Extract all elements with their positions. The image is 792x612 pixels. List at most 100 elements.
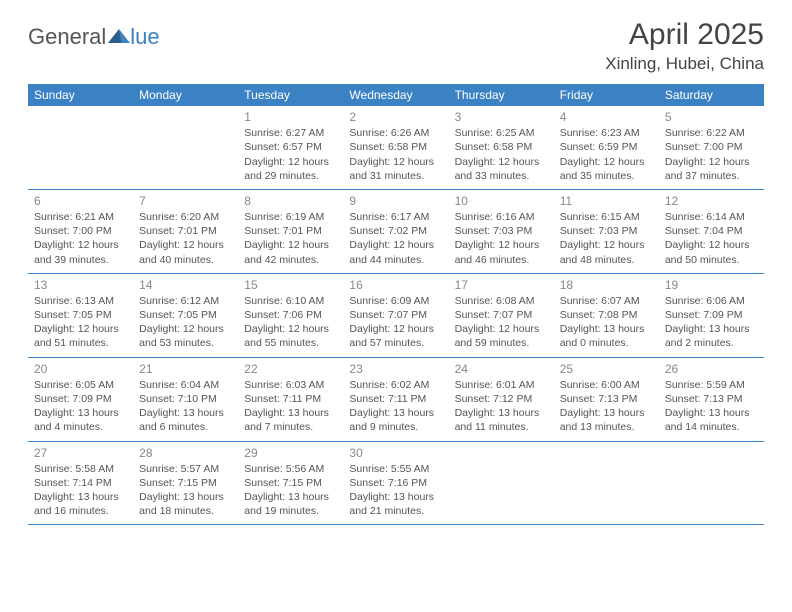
day-number: 11 — [560, 193, 653, 209]
day-cell-empty — [659, 442, 764, 525]
weekday-header: Tuesday — [238, 84, 343, 106]
calendar: SundayMondayTuesdayWednesdayThursdayFrid… — [28, 84, 764, 525]
sunrise-text: Sunrise: 6:23 AM — [560, 126, 653, 140]
weekday-header-row: SundayMondayTuesdayWednesdayThursdayFrid… — [28, 84, 764, 106]
sunset-text: Sunset: 7:06 PM — [244, 308, 337, 322]
day-cell: 16Sunrise: 6:09 AMSunset: 7:07 PMDayligh… — [343, 274, 448, 357]
day-number: 20 — [34, 361, 127, 377]
sunrise-text: Sunrise: 6:06 AM — [665, 294, 758, 308]
day-cell: 2Sunrise: 6:26 AMSunset: 6:58 PMDaylight… — [343, 106, 448, 189]
daylight-text: and 46 minutes. — [455, 253, 548, 267]
sunrise-text: Sunrise: 6:12 AM — [139, 294, 232, 308]
daylight-text: Daylight: 13 hours — [455, 406, 548, 420]
day-cell: 22Sunrise: 6:03 AMSunset: 7:11 PMDayligh… — [238, 358, 343, 441]
day-cell: 3Sunrise: 6:25 AMSunset: 6:58 PMDaylight… — [449, 106, 554, 189]
day-number: 29 — [244, 445, 337, 461]
sunrise-text: Sunrise: 6:07 AM — [560, 294, 653, 308]
day-number: 22 — [244, 361, 337, 377]
daylight-text: and 51 minutes. — [34, 336, 127, 350]
day-cell: 1Sunrise: 6:27 AMSunset: 6:57 PMDaylight… — [238, 106, 343, 189]
daylight-text: Daylight: 13 hours — [560, 322, 653, 336]
day-cell: 14Sunrise: 6:12 AMSunset: 7:05 PMDayligh… — [133, 274, 238, 357]
daylight-text: and 11 minutes. — [455, 420, 548, 434]
day-number: 28 — [139, 445, 232, 461]
daylight-text: and 55 minutes. — [244, 336, 337, 350]
day-cell: 6Sunrise: 6:21 AMSunset: 7:00 PMDaylight… — [28, 190, 133, 273]
day-number: 23 — [349, 361, 442, 377]
sunset-text: Sunset: 7:02 PM — [349, 224, 442, 238]
daylight-text: Daylight: 12 hours — [349, 322, 442, 336]
day-cell: 12Sunrise: 6:14 AMSunset: 7:04 PMDayligh… — [659, 190, 764, 273]
daylight-text: Daylight: 13 hours — [244, 490, 337, 504]
sunset-text: Sunset: 6:58 PM — [455, 140, 548, 154]
daylight-text: and 21 minutes. — [349, 504, 442, 518]
sunrise-text: Sunrise: 6:19 AM — [244, 210, 337, 224]
sunrise-text: Sunrise: 6:02 AM — [349, 378, 442, 392]
daylight-text: and 48 minutes. — [560, 253, 653, 267]
daylight-text: Daylight: 12 hours — [244, 155, 337, 169]
logo-text-general: General — [28, 24, 106, 50]
day-number: 10 — [455, 193, 548, 209]
daylight-text: and 53 minutes. — [139, 336, 232, 350]
day-cell: 11Sunrise: 6:15 AMSunset: 7:03 PMDayligh… — [554, 190, 659, 273]
page-title: April 2025 — [605, 18, 764, 52]
week-row: 6Sunrise: 6:21 AMSunset: 7:00 PMDaylight… — [28, 190, 764, 274]
day-number: 4 — [560, 109, 653, 125]
daylight-text: Daylight: 13 hours — [139, 490, 232, 504]
day-cell: 9Sunrise: 6:17 AMSunset: 7:02 PMDaylight… — [343, 190, 448, 273]
day-cell: 30Sunrise: 5:55 AMSunset: 7:16 PMDayligh… — [343, 442, 448, 525]
weekday-header: Wednesday — [343, 84, 448, 106]
daylight-text: and 59 minutes. — [455, 336, 548, 350]
sunrise-text: Sunrise: 6:00 AM — [560, 378, 653, 392]
sunrise-text: Sunrise: 6:01 AM — [455, 378, 548, 392]
day-number: 13 — [34, 277, 127, 293]
daylight-text: and 0 minutes. — [560, 336, 653, 350]
logo-mark-icon — [108, 25, 130, 50]
daylight-text: Daylight: 13 hours — [244, 406, 337, 420]
day-cell: 10Sunrise: 6:16 AMSunset: 7:03 PMDayligh… — [449, 190, 554, 273]
daylight-text: and 37 minutes. — [665, 169, 758, 183]
sunrise-text: Sunrise: 5:57 AM — [139, 462, 232, 476]
day-number: 12 — [665, 193, 758, 209]
daylight-text: Daylight: 13 hours — [34, 406, 127, 420]
weekday-header: Friday — [554, 84, 659, 106]
daylight-text: and 2 minutes. — [665, 336, 758, 350]
sunset-text: Sunset: 7:13 PM — [665, 392, 758, 406]
sunrise-text: Sunrise: 6:26 AM — [349, 126, 442, 140]
sunset-text: Sunset: 7:16 PM — [349, 476, 442, 490]
daylight-text: and 57 minutes. — [349, 336, 442, 350]
day-cell: 25Sunrise: 6:00 AMSunset: 7:13 PMDayligh… — [554, 358, 659, 441]
day-cell: 27Sunrise: 5:58 AMSunset: 7:14 PMDayligh… — [28, 442, 133, 525]
daylight-text: Daylight: 13 hours — [139, 406, 232, 420]
day-number: 14 — [139, 277, 232, 293]
daylight-text: and 13 minutes. — [560, 420, 653, 434]
day-cell: 17Sunrise: 6:08 AMSunset: 7:07 PMDayligh… — [449, 274, 554, 357]
sunrise-text: Sunrise: 6:03 AM — [244, 378, 337, 392]
daylight-text: Daylight: 12 hours — [455, 155, 548, 169]
day-number: 21 — [139, 361, 232, 377]
day-cell: 20Sunrise: 6:05 AMSunset: 7:09 PMDayligh… — [28, 358, 133, 441]
day-cell: 13Sunrise: 6:13 AMSunset: 7:05 PMDayligh… — [28, 274, 133, 357]
daylight-text: Daylight: 12 hours — [244, 238, 337, 252]
sunset-text: Sunset: 7:11 PM — [244, 392, 337, 406]
day-cell: 7Sunrise: 6:20 AMSunset: 7:01 PMDaylight… — [133, 190, 238, 273]
daylight-text: and 42 minutes. — [244, 253, 337, 267]
daylight-text: Daylight: 12 hours — [560, 238, 653, 252]
daylight-text: Daylight: 13 hours — [665, 406, 758, 420]
day-number: 30 — [349, 445, 442, 461]
logo-text-blue: lue — [130, 24, 159, 50]
sunset-text: Sunset: 7:09 PM — [34, 392, 127, 406]
daylight-text: Daylight: 13 hours — [349, 490, 442, 504]
day-number: 25 — [560, 361, 653, 377]
sunrise-text: Sunrise: 6:15 AM — [560, 210, 653, 224]
daylight-text: Daylight: 12 hours — [139, 322, 232, 336]
sunrise-text: Sunrise: 6:04 AM — [139, 378, 232, 392]
daylight-text: and 35 minutes. — [560, 169, 653, 183]
sunset-text: Sunset: 7:08 PM — [560, 308, 653, 322]
daylight-text: and 4 minutes. — [34, 420, 127, 434]
sunset-text: Sunset: 7:13 PM — [560, 392, 653, 406]
sunset-text: Sunset: 7:03 PM — [455, 224, 548, 238]
daylight-text: Daylight: 12 hours — [349, 238, 442, 252]
day-number: 27 — [34, 445, 127, 461]
daylight-text: Daylight: 12 hours — [455, 238, 548, 252]
